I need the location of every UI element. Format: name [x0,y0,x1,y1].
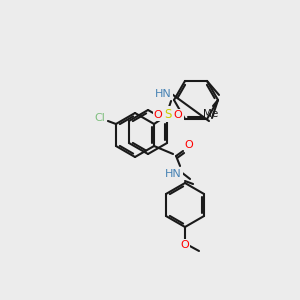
Text: O: O [181,240,189,250]
Text: Cl: Cl [94,113,105,123]
Text: HN: HN [165,169,182,179]
Text: S: S [164,107,172,121]
Text: O: O [154,110,162,120]
Text: HN: HN [155,89,171,99]
Text: O: O [174,110,182,120]
Text: O: O [185,140,194,150]
Text: Me: Me [203,109,219,119]
